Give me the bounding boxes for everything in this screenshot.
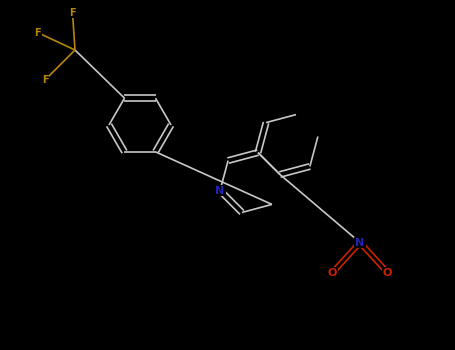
Text: N: N <box>355 238 364 247</box>
Text: F: F <box>42 75 48 85</box>
Text: O: O <box>328 267 337 278</box>
Text: F: F <box>69 7 76 18</box>
Text: N: N <box>215 186 225 196</box>
Text: O: O <box>383 267 392 278</box>
Text: F: F <box>34 28 41 37</box>
